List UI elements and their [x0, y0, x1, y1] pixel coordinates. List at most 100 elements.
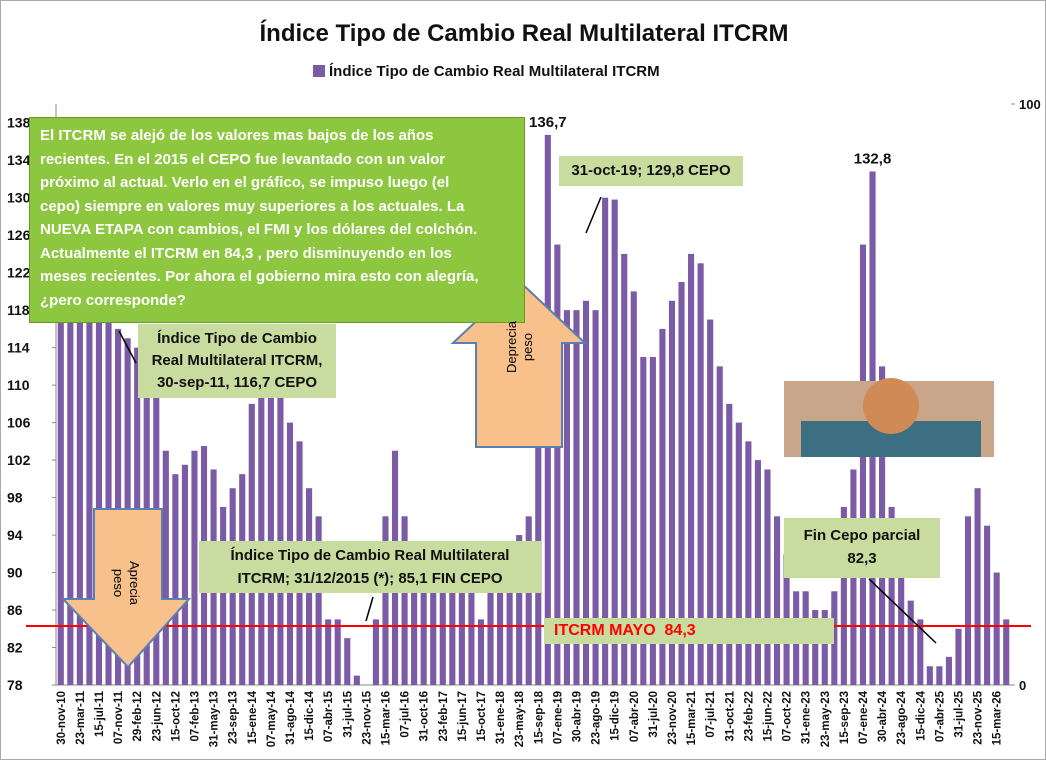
leader-line: [868, 578, 937, 644]
x-tick-label: 15-jul-11: [94, 690, 106, 737]
bar: [430, 553, 437, 685]
x-tick-label: 23-ago-24: [896, 690, 908, 744]
bar: [563, 310, 570, 685]
y-tick-label: 82: [7, 640, 23, 656]
bar: [497, 572, 504, 685]
bar: [974, 488, 981, 685]
x-tick-label: 31-oct-21: [724, 690, 736, 741]
bar: [315, 516, 322, 685]
bar: [325, 619, 332, 685]
bar: [726, 403, 733, 685]
bar: [344, 638, 351, 685]
x-tick-label: 07-feb-13: [189, 691, 201, 742]
x-tick-label: 15-sep-18: [533, 690, 545, 744]
bar: [649, 357, 656, 685]
annotation-line: Aprecia: [127, 560, 142, 606]
x-tick-label: 15-dic-24: [915, 690, 927, 740]
x-tick-label: 07-ene-24: [858, 690, 870, 744]
annotation-line: cepo) siempre en valores muy superiores …: [40, 197, 465, 215]
x-tick-label: 31-ene-18: [495, 690, 507, 744]
bar: [582, 300, 590, 685]
annotation-line: Fin Cepo parcial: [803, 527, 921, 544]
bar: [907, 600, 914, 685]
bar: [754, 460, 761, 685]
x-tick-label: 23-ago-19: [591, 691, 603, 745]
annotation-line: Real Multilateral ITCRM,: [151, 352, 323, 369]
bar: [76, 282, 83, 685]
x-tick-label: 15-mar-26: [992, 691, 1004, 745]
x-tick-label: 23-may-23: [820, 691, 832, 747]
bar: [573, 310, 580, 685]
annotation: Aprecia peso: [110, 548, 142, 618]
bar: [67, 291, 74, 685]
bar: [86, 300, 93, 685]
bar: [535, 385, 542, 685]
annotation-line: El ITCRM se alejó de los valores mas baj…: [40, 127, 434, 144]
x-tick-label: 31-jul-15: [342, 690, 354, 737]
y-tick-label: 138: [7, 115, 31, 131]
bar: [955, 628, 962, 685]
bar: [602, 197, 609, 686]
bar: [659, 328, 666, 685]
bar: [678, 282, 685, 685]
bar: [420, 553, 427, 685]
bar: [707, 319, 714, 685]
bar: [716, 366, 723, 685]
annotation: El ITCRM se alejó de los valores mas baj…: [29, 117, 525, 323]
x-tick-label: 23-may-18: [514, 690, 526, 747]
annotation-line: peso: [520, 332, 535, 362]
annotation-line: Índice Tipo de Cambio Real Multilateral: [230, 547, 510, 564]
bar: [487, 581, 494, 685]
annotation: Índice Tipo de Cambio Real Multilateral I…: [199, 541, 541, 593]
annotation-line: ITCRM; 31/12/2015 (*); 85,1 FIN CEPO: [237, 570, 503, 587]
y-tick-label: 86: [7, 602, 23, 618]
bar: [353, 675, 360, 685]
data-label: 132,8: [854, 150, 892, 167]
annotation: Índice Tipo de Cambio Real Multilateral I…: [138, 324, 336, 398]
annotation-line: próximo al actual. Verlo en el gráfico, …: [40, 174, 450, 191]
y-tick-label: 94: [7, 527, 23, 543]
bar: [812, 610, 819, 685]
x-tick-label: 31-oct-16: [419, 691, 431, 742]
x-tick-label: 31-ago-14: [285, 690, 297, 744]
x-tick-label: 07-oct-22: [782, 691, 794, 742]
bar: [840, 506, 847, 685]
y-tick-label: 106: [7, 415, 31, 431]
bar: [162, 450, 169, 685]
bar: [181, 464, 188, 685]
bar: [859, 244, 867, 685]
legend: Índice Tipo de Cambio Real Multilateral …: [313, 63, 660, 80]
legend-swatch: [313, 65, 325, 77]
bar: [611, 199, 618, 686]
x-tick-label: 15-jun-22: [762, 691, 774, 742]
bar: [525, 516, 532, 685]
x-tick-label: 23-sep-13: [228, 691, 240, 744]
y-tick-label: 122: [7, 265, 31, 281]
annotation-line: 30-sep-11, 116,7 CEPO: [156, 374, 318, 391]
legend-label: Índice Tipo de Cambio Real Multilateral …: [329, 63, 660, 80]
bar: [258, 385, 265, 685]
x-tick-label: 15-mar-16: [380, 691, 392, 745]
y-tick-label: 134: [7, 152, 31, 168]
bar: [411, 544, 418, 685]
bar: [773, 516, 781, 685]
bar: [554, 244, 561, 685]
x-tick-label: 30-abr-24: [877, 690, 889, 742]
x-tick-label: 31-ene-23: [801, 691, 813, 744]
data-label: 136,7: [529, 114, 567, 131]
bar: [592, 310, 599, 685]
bar: [401, 516, 408, 685]
y-tick-label: 102: [7, 452, 31, 468]
bar: [458, 572, 465, 685]
y-tick-label: 110: [7, 377, 30, 393]
x-tick-label: 29-feb-12: [132, 691, 144, 742]
bar: [1003, 619, 1010, 685]
y-tick-label: 118: [7, 302, 30, 318]
bar: [688, 253, 695, 685]
bar: [926, 666, 933, 685]
y-tick-label: 98: [7, 490, 23, 506]
x-tick-label: 23-jun-12: [151, 691, 163, 742]
x-tick-label: 23-nov-15: [361, 690, 373, 744]
x-tick-label: 31-jul-20: [648, 691, 660, 738]
